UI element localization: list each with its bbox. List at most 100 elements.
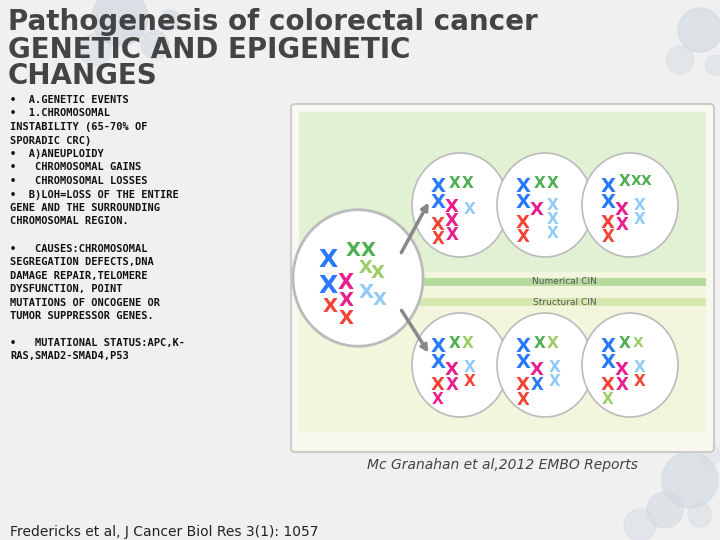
Text: X: X	[318, 248, 338, 272]
Text: X: X	[600, 354, 616, 373]
Text: X: X	[631, 174, 642, 188]
Text: •   CAUSES:CHROMOSOMAL: • CAUSES:CHROMOSOMAL	[10, 244, 148, 253]
Text: X: X	[547, 226, 559, 240]
Text: X: X	[361, 240, 376, 260]
Text: DAMAGE REPAIR,TELOMERE: DAMAGE REPAIR,TELOMERE	[10, 271, 148, 280]
Text: X: X	[516, 193, 531, 213]
Bar	[299, 299, 706, 306]
Bar	[299, 272, 706, 431]
Text: X: X	[516, 338, 531, 356]
Text: X: X	[446, 226, 459, 244]
Text: X: X	[600, 193, 616, 213]
Text: X: X	[359, 259, 373, 277]
Text: X: X	[431, 354, 446, 373]
Text: •   CHROMOSOMAL GAINS: • CHROMOSOMAL GAINS	[10, 163, 141, 172]
Text: X: X	[634, 198, 646, 213]
Text: X: X	[516, 214, 530, 232]
Text: DYSFUNCTION, POINT: DYSFUNCTION, POINT	[10, 284, 122, 294]
Text: RAS,SMAD2-SMAD4,P53: RAS,SMAD2-SMAD4,P53	[10, 352, 129, 361]
Text: GENETIC AND EPIGENETIC: GENETIC AND EPIGENETIC	[8, 36, 410, 64]
Text: X: X	[431, 216, 445, 234]
Text: X: X	[530, 361, 544, 379]
Text: X: X	[549, 360, 561, 375]
Text: Fredericks et al, J Cancer Biol Res 3(1): 1057: Fredericks et al, J Cancer Biol Res 3(1)…	[10, 525, 318, 539]
Text: Mc Granahan et al,2012 EMBO Reports: Mc Granahan et al,2012 EMBO Reports	[367, 458, 638, 472]
Text: X: X	[462, 176, 474, 191]
Text: SPORADIC CRC): SPORADIC CRC)	[10, 136, 91, 145]
Text: X: X	[600, 338, 616, 356]
Text: CHANGES: CHANGES	[8, 62, 158, 90]
Text: X: X	[600, 178, 616, 197]
Text: X: X	[516, 228, 529, 246]
Circle shape	[678, 8, 720, 52]
Ellipse shape	[412, 313, 508, 417]
Text: X: X	[516, 354, 531, 373]
Circle shape	[141, 31, 169, 59]
Text: •  A.GENETIC EVENTS: • A.GENETIC EVENTS	[10, 95, 129, 105]
Ellipse shape	[582, 153, 678, 257]
Text: X: X	[530, 201, 544, 219]
Ellipse shape	[412, 153, 508, 257]
Circle shape	[79, 34, 111, 66]
Text: X: X	[634, 360, 646, 375]
Text: X: X	[431, 193, 446, 213]
Text: X: X	[445, 212, 459, 230]
Text: X: X	[431, 230, 444, 248]
Text: X: X	[534, 335, 546, 350]
Circle shape	[700, 445, 720, 465]
Ellipse shape	[293, 210, 423, 346]
Circle shape	[662, 452, 718, 508]
Circle shape	[666, 46, 694, 74]
Text: X: X	[449, 335, 461, 350]
Text: X: X	[323, 296, 338, 315]
Text: •  A)ANEUPLOIDY: • A)ANEUPLOIDY	[10, 149, 104, 159]
Text: Numerical CIN: Numerical CIN	[532, 278, 597, 287]
Text: CHROMOSOMAL REGION.: CHROMOSOMAL REGION.	[10, 217, 129, 226]
Text: X: X	[431, 338, 446, 356]
Text: X: X	[615, 201, 629, 219]
Text: X: X	[531, 376, 544, 394]
Text: X: X	[547, 212, 559, 226]
FancyBboxPatch shape	[291, 104, 714, 452]
Text: X: X	[634, 375, 646, 389]
Text: X: X	[462, 335, 474, 350]
Text: X: X	[516, 391, 529, 409]
Circle shape	[624, 509, 656, 540]
Text: X: X	[615, 361, 629, 379]
Ellipse shape	[582, 313, 678, 417]
Text: X: X	[432, 392, 444, 407]
Text: X: X	[534, 176, 546, 191]
Circle shape	[705, 55, 720, 75]
Ellipse shape	[497, 153, 593, 257]
Text: INSTABILITY (65-70% OF: INSTABILITY (65-70% OF	[10, 122, 148, 132]
Text: X: X	[338, 308, 354, 327]
Text: X: X	[601, 214, 615, 232]
Bar	[299, 278, 706, 286]
Text: X: X	[445, 361, 459, 379]
Text: X: X	[516, 178, 531, 197]
Text: X: X	[602, 392, 614, 407]
Text: X: X	[431, 178, 446, 197]
Circle shape	[688, 503, 712, 527]
Text: •  B)LOH=LOSS OF THE ENTIRE: • B)LOH=LOSS OF THE ENTIRE	[10, 190, 179, 199]
Text: X: X	[619, 173, 631, 188]
Text: X: X	[634, 212, 646, 226]
Bar	[299, 112, 706, 272]
Text: X: X	[346, 240, 361, 260]
Text: Pathogenesis of colorectal cancer: Pathogenesis of colorectal cancer	[8, 8, 538, 36]
Text: X: X	[547, 198, 559, 213]
Text: X: X	[464, 375, 476, 389]
Text: X: X	[602, 228, 614, 246]
Text: X: X	[464, 360, 476, 375]
Text: X: X	[338, 291, 354, 309]
Text: X: X	[371, 264, 385, 282]
Text: X: X	[601, 376, 615, 394]
Text: X: X	[431, 376, 445, 394]
Text: •   CHROMOSOMAL LOSSES: • CHROMOSOMAL LOSSES	[10, 176, 148, 186]
Text: X: X	[449, 176, 461, 191]
Text: X: X	[338, 273, 354, 293]
Text: TUMOR SUPPRESSOR GENES.: TUMOR SUPPRESSOR GENES.	[10, 311, 154, 321]
Text: X: X	[616, 376, 629, 394]
Text: X: X	[619, 335, 631, 350]
Text: SEGREGATION DEFECTS,DNA: SEGREGATION DEFECTS,DNA	[10, 257, 154, 267]
